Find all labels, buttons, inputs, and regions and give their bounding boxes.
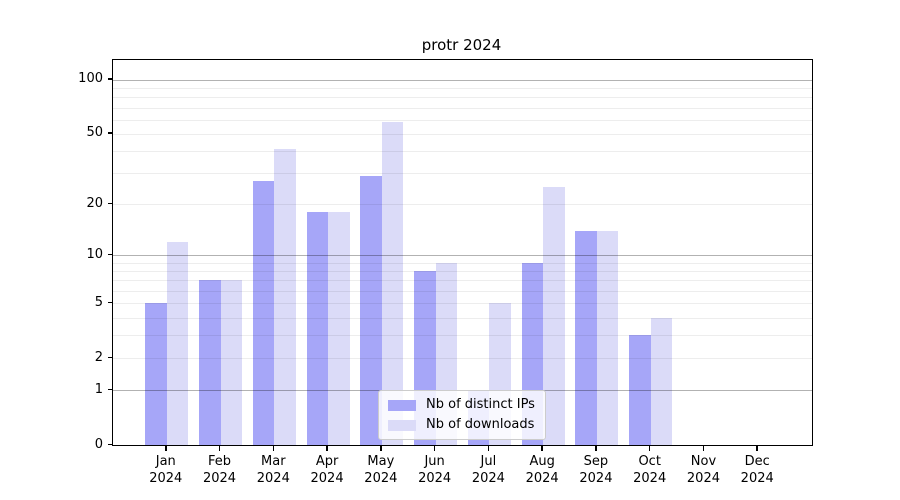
x-tick-mark-nov xyxy=(702,446,705,451)
x-tick-mark-jan xyxy=(165,446,167,451)
bar-aug-downloads xyxy=(543,187,565,445)
y-tick-label-100: 100 xyxy=(78,71,103,87)
bar-apr-distinct-ips xyxy=(306,211,329,445)
x-tick-mark-oct xyxy=(648,446,651,451)
gridline-y-40 xyxy=(113,151,812,153)
x-tick-mark-apr xyxy=(326,446,328,451)
gridline-y-80 xyxy=(113,97,812,99)
gridline-y-100 xyxy=(113,79,812,81)
x-tick-label-apr: Apr 2024 xyxy=(310,454,344,486)
x-tick-label-mar: Mar 2024 xyxy=(256,454,290,486)
bar-sep-downloads xyxy=(596,230,619,445)
bar-mar-distinct-ips xyxy=(252,181,275,445)
legend-item-distinct-ips: Nb of distinct IPs xyxy=(388,398,535,412)
x-tick-label-may: May 2024 xyxy=(364,454,398,486)
x-tick-mark-aug xyxy=(541,446,543,451)
legend-swatch-distinct-ips xyxy=(388,399,416,411)
y-tick-label-5: 5 xyxy=(94,294,103,310)
y-tick-mark-100 xyxy=(108,78,113,80)
x-tick-mark-jun xyxy=(433,446,436,451)
x-tick-label-feb: Feb 2024 xyxy=(202,454,237,486)
x-tick-mark-feb xyxy=(218,446,221,451)
x-tick-label-oct: Oct 2024 xyxy=(633,454,667,486)
gridline-y-20 xyxy=(113,204,812,205)
y-tick-mark-50 xyxy=(108,132,113,134)
x-tick-label-jan: Jan 2024 xyxy=(149,454,183,486)
y-tick-label-1: 1 xyxy=(94,381,103,397)
gridline-y-10 xyxy=(113,255,812,257)
plot-area: Nb of distinct IPs Nb of downloads xyxy=(112,59,813,446)
x-tick-mark-jul xyxy=(487,446,490,451)
bar-oct-distinct-ips xyxy=(629,335,651,445)
y-tick-label-20: 20 xyxy=(86,195,103,211)
gridline-y-8 xyxy=(113,271,812,273)
bar-jan-distinct-ips xyxy=(145,303,167,445)
y-tick-label-2: 2 xyxy=(94,349,103,365)
x-tick-label-nov: Nov 2024 xyxy=(686,454,720,486)
bar-may-distinct-ips xyxy=(360,175,382,445)
x-tick-mark-sep xyxy=(595,446,597,451)
y-tick-mark-2 xyxy=(108,356,113,359)
gridline-y-70 xyxy=(113,107,812,109)
y-tick-mark-0 xyxy=(108,443,113,445)
x-tick-label-aug: Aug 2024 xyxy=(525,454,559,486)
x-tick-label-sep: Sep 2024 xyxy=(579,454,613,486)
bar-may-downloads xyxy=(381,122,404,445)
x-tick-label-jun: Jun 2024 xyxy=(418,454,452,486)
gridline-y-9 xyxy=(113,262,812,264)
gridline-y-60 xyxy=(113,119,812,121)
bar-oct-downloads xyxy=(650,317,673,445)
bar-sep-distinct-ips xyxy=(575,230,597,445)
y-tick-label-50: 50 xyxy=(86,125,103,141)
x-tick-mark-mar xyxy=(272,446,275,451)
legend: Nb of distinct IPs Nb of downloads xyxy=(378,390,546,440)
gridline-y-90 xyxy=(113,87,812,89)
chart-title: protr 2024 xyxy=(421,36,502,54)
legend-label-downloads: Nb of downloads xyxy=(426,417,535,432)
gridline-y-50 xyxy=(113,133,812,135)
y-tick-mark-1 xyxy=(108,388,113,391)
x-tick-label-dec: Dec 2024 xyxy=(740,454,774,486)
x-tick-label-jul: Jul 2024 xyxy=(471,454,505,486)
y-tick-label-0: 0 xyxy=(94,436,103,452)
y-tick-mark-5 xyxy=(108,301,113,304)
legend-label-distinct-ips: Nb of distinct IPs xyxy=(426,397,535,412)
bar-apr-downloads xyxy=(328,211,350,445)
bar-feb-distinct-ips xyxy=(199,280,221,445)
bar-feb-downloads xyxy=(220,280,243,445)
x-tick-mark-may xyxy=(380,446,382,451)
legend-swatch-downloads xyxy=(388,419,416,431)
legend-item-downloads: Nb of downloads xyxy=(388,418,535,432)
x-tick-mark-dec xyxy=(756,446,758,451)
y-tick-mark-20 xyxy=(108,202,113,204)
y-tick-mark-10 xyxy=(108,253,113,256)
gridline-y-30 xyxy=(113,173,812,175)
y-tick-label-10: 10 xyxy=(86,246,103,262)
bar-jan-downloads xyxy=(166,241,189,445)
bar-mar-downloads xyxy=(274,149,296,445)
